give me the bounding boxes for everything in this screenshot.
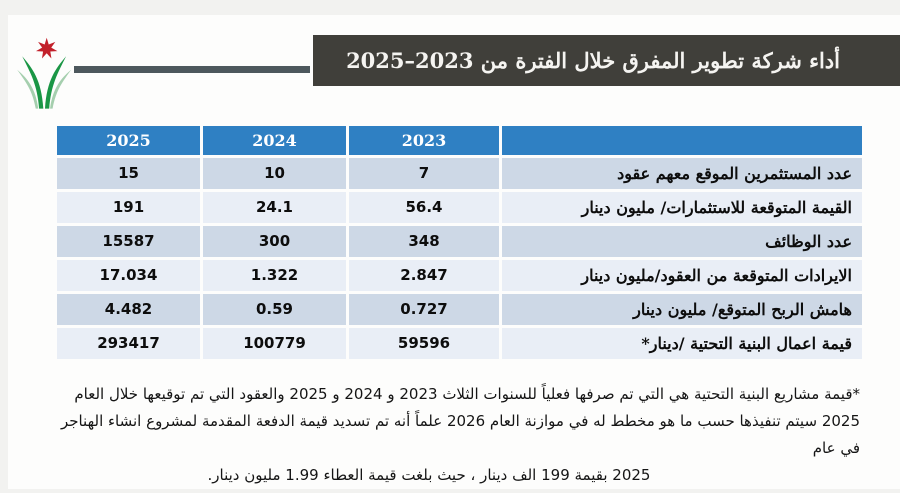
- performance-table: 2023 2024 2025 عدد المستثمرين الموقع معه…: [57, 126, 862, 359]
- row-label-infrastructure-works: قيمة اعمال البنية التحتية /دينار*: [502, 328, 862, 359]
- page-title: أداء شركة تطوير المفرق خلال الفترة من 20…: [346, 48, 840, 73]
- title-banner: أداء شركة تطوير المفرق خلال الفترة من 20…: [313, 35, 900, 86]
- row-label-expected-investments: القيمة المتوقعة للاستثمارات/ مليون دينار: [502, 192, 862, 223]
- header-connector-line: [74, 66, 310, 73]
- cell-infrastructure-works-2025: 293417: [57, 328, 200, 359]
- cell-investors-2024: 10: [203, 158, 346, 189]
- table-header-corner: [502, 126, 862, 155]
- cell-profit-margin-2023: 0.727: [349, 294, 499, 325]
- cell-investors-2023: 7: [349, 158, 499, 189]
- row-label-expected-revenues: الايرادات المتوقعة من العقود/مليون دينار: [502, 260, 862, 291]
- row-label-investors: عدد المستثمرين الموقع معهم عقود: [502, 158, 862, 189]
- cell-infrastructure-works-2023: 59596: [349, 328, 499, 359]
- cell-profit-margin-2025: 4.482: [57, 294, 200, 325]
- table-header-2024: 2024: [203, 126, 346, 155]
- cell-expected-revenues-2025: 17.034: [57, 260, 200, 291]
- row-label-jobs: عدد الوظائف: [502, 226, 862, 257]
- logo-leaf-right: [45, 56, 67, 109]
- footnote: *قيمة مشاريع البنية التحتية هي التي تم ص…: [58, 381, 860, 489]
- cell-jobs-2025: 15587: [57, 226, 200, 257]
- logo-outer-leaf-right: [50, 69, 72, 109]
- footnote-line-3: 2025 بقيمة 199 الف دينار ، حيث بلغت قيمة…: [207, 466, 651, 484]
- footnote-line-1: *قيمة مشاريع البنية التحتية هي التي تم ص…: [74, 385, 860, 403]
- cell-jobs-2023: 348: [349, 226, 499, 257]
- logo-leaf-left: [22, 56, 44, 109]
- logo-star-icon: [35, 37, 58, 59]
- page-background: أداء شركة تطوير المفرق خلال الفترة من 20…: [8, 15, 900, 489]
- table-header-2023: 2023: [349, 126, 499, 155]
- cell-investors-2025: 15: [57, 158, 200, 189]
- cell-expected-revenues-2024: 1.322: [203, 260, 346, 291]
- table-header-2025: 2025: [57, 126, 200, 155]
- cell-expected-revenues-2023: 2.847: [349, 260, 499, 291]
- cell-infrastructure-works-2024: 100779: [203, 328, 346, 359]
- row-label-profit-margin: هامش الربح المتوقع/ مليون دينار: [502, 294, 862, 325]
- cell-expected-investments-2025: 191: [57, 192, 200, 223]
- cell-profit-margin-2024: 0.59: [203, 294, 346, 325]
- cell-jobs-2024: 300: [203, 226, 346, 257]
- footnote-line-2: 2025 سيتم تنفيذها حسب ما هو مخطط له في م…: [60, 412, 860, 457]
- cell-expected-investments-2024: 24.1: [203, 192, 346, 223]
- cell-expected-investments-2023: 56.4: [349, 192, 499, 223]
- company-plant-logo-icon: [17, 37, 72, 109]
- logo-outer-leaf-left: [17, 69, 39, 109]
